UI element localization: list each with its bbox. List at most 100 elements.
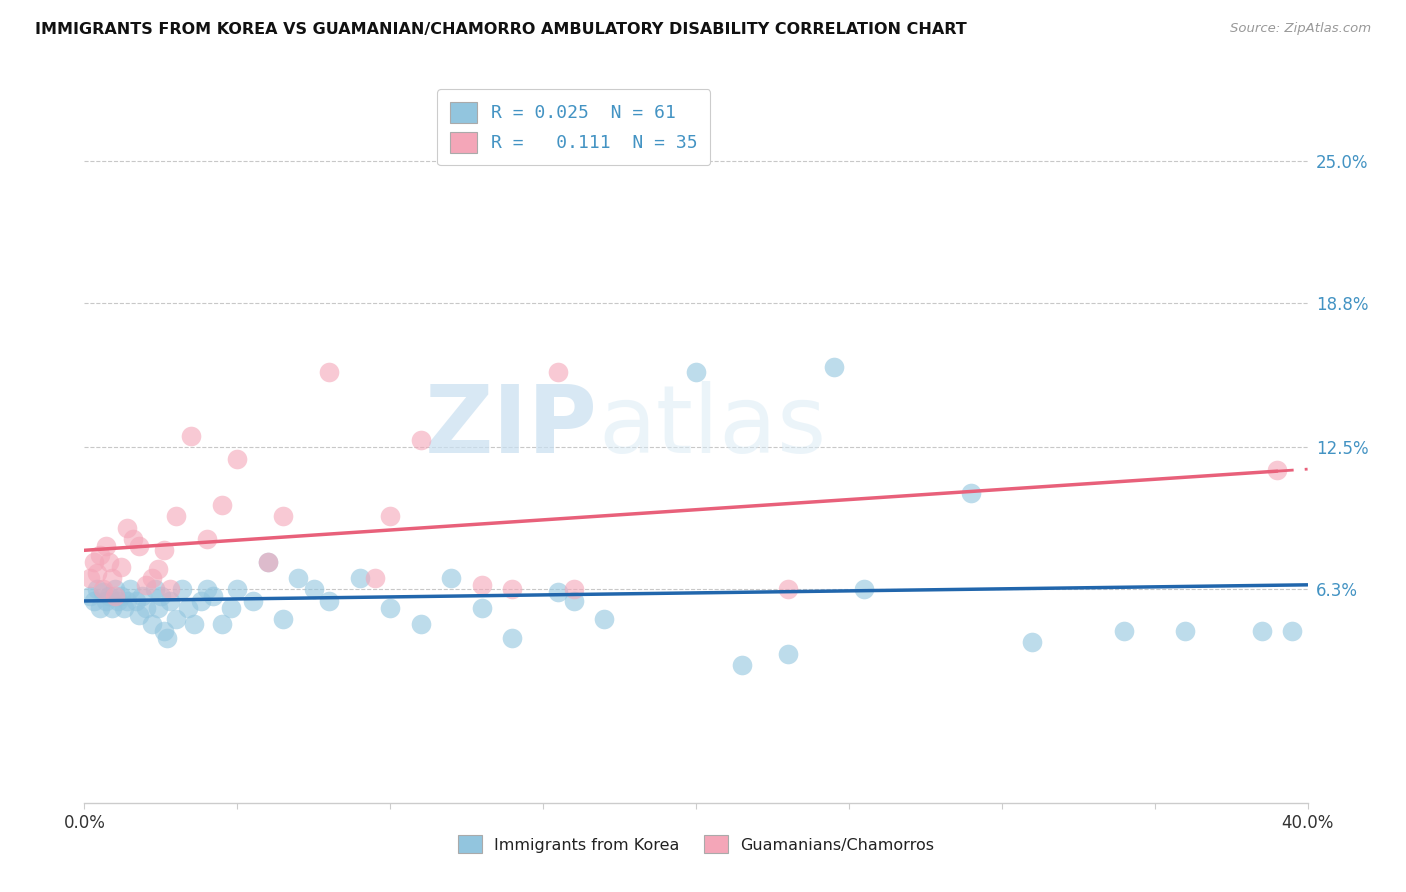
Point [143,582,166,597]
Point [409,434,432,448]
Point [685,365,707,379]
Point [190,594,212,608]
Point [1174,624,1197,638]
Point [349,571,371,585]
Point [731,658,754,673]
Point [271,612,294,626]
Point [471,600,494,615]
Point [195,532,218,546]
Point [94,594,117,608]
Point [960,486,983,500]
Point [135,578,157,592]
Point [110,590,132,604]
Point [226,451,249,466]
Point [131,590,153,604]
Point [86,566,108,581]
Point [201,590,224,604]
Point [177,600,200,615]
Point [776,647,799,661]
Point [219,600,242,615]
Point [302,582,325,597]
Point [165,509,187,524]
Point [183,616,205,631]
Point [226,582,249,597]
Point [287,571,309,585]
Point [547,365,569,379]
Point [502,582,524,597]
Legend: Immigrants from Korea, Guamanians/Chamorros: Immigrants from Korea, Guamanians/Chamor… [451,829,941,860]
Point [94,539,117,553]
Point [211,498,233,512]
Point [562,594,585,608]
Point [89,548,111,562]
Point [128,607,150,622]
Point [104,582,127,597]
Point [271,509,294,524]
Point [823,359,845,374]
Point [97,590,120,604]
Point [471,578,494,592]
Point [83,594,105,608]
Text: IMMIGRANTS FROM KOREA VS GUAMANIAN/CHAMORRO AMBULATORY DISABILITY CORRELATION CH: IMMIGRANTS FROM KOREA VS GUAMANIAN/CHAMO… [35,22,967,37]
Point [562,582,585,597]
Point [141,616,163,631]
Point [211,616,233,631]
Point [364,571,387,585]
Point [776,582,799,597]
Point [153,543,176,558]
Point [141,571,163,585]
Point [318,594,340,608]
Point [409,616,432,631]
Point [1265,463,1288,477]
Point [101,571,124,585]
Point [149,590,172,604]
Point [159,594,181,608]
Point [135,600,157,615]
Point [97,555,120,569]
Point [146,562,169,576]
Text: atlas: atlas [598,381,827,473]
Point [165,612,187,626]
Point [125,594,148,608]
Point [318,365,340,379]
Point [1250,624,1272,638]
Text: Source: ZipAtlas.com: Source: ZipAtlas.com [1230,22,1371,36]
Point [180,429,202,443]
Point [593,612,616,626]
Point [89,600,111,615]
Point [115,594,138,608]
Point [91,582,114,597]
Point [380,509,402,524]
Point [112,600,135,615]
Point [83,555,105,569]
Point [440,571,463,585]
Point [91,584,114,599]
Point [122,532,145,546]
Point [153,624,176,638]
Point [1114,624,1136,638]
Point [1021,635,1043,649]
Point [156,631,179,645]
Point [128,539,150,553]
Point [146,600,169,615]
Point [104,590,127,604]
Point [257,555,280,569]
Point [195,582,218,597]
Point [159,582,181,597]
Point [107,594,129,608]
Point [502,631,524,645]
Text: ZIP: ZIP [425,381,598,473]
Point [242,594,264,608]
Point [853,582,876,597]
Point [101,600,124,615]
Point [547,584,569,599]
Point [257,555,280,569]
Point [380,600,402,615]
Point [172,582,194,597]
Point [79,571,101,585]
Point [120,582,142,597]
Point [115,520,138,534]
Point [1281,624,1303,638]
Point [110,559,132,574]
Point [79,590,101,604]
